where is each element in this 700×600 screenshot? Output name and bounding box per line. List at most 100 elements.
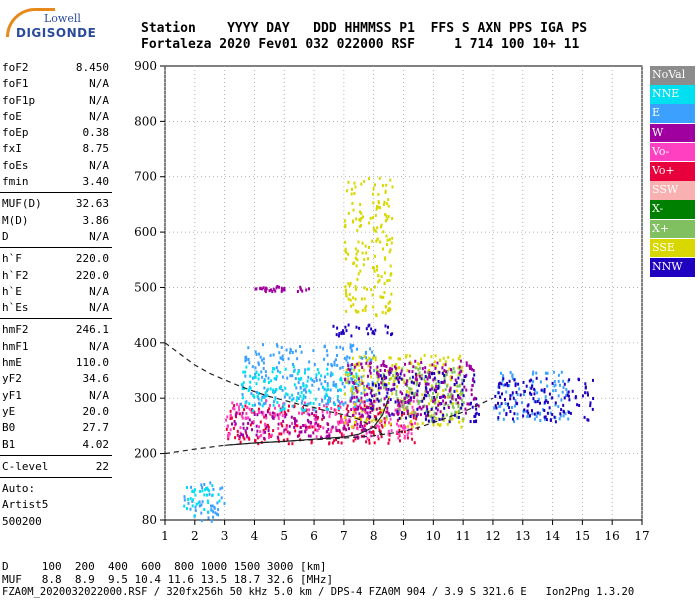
echo-point (349, 346, 352, 350)
echo-point (380, 413, 383, 417)
echo-point (231, 401, 234, 405)
param-row: hmF1 N/A (0, 339, 112, 355)
echo-point (423, 393, 426, 397)
echo-point (447, 355, 450, 359)
echo-point (262, 357, 265, 361)
echo-point (398, 404, 401, 408)
echo-point (253, 413, 256, 416)
echo-point (235, 411, 238, 415)
echo-point (431, 371, 434, 375)
echo-point (396, 374, 399, 378)
echo-point (361, 297, 363, 301)
echo-point (391, 332, 394, 336)
echo-point (264, 430, 267, 434)
echo-point (240, 383, 243, 387)
echo-point (372, 405, 374, 409)
echo-point (344, 240, 347, 244)
echo-point (371, 356, 374, 360)
echo-point (461, 388, 464, 392)
echo-point (352, 439, 355, 443)
echo-point (406, 405, 409, 409)
echo-point (361, 308, 364, 312)
echo-point (428, 410, 431, 414)
echo-point (299, 394, 302, 398)
echo-point (494, 404, 497, 408)
echo-point (283, 402, 286, 406)
echo-point (373, 332, 376, 336)
echo-point (326, 367, 329, 371)
echo-point (352, 406, 355, 410)
echo-point (269, 387, 272, 391)
echo-point (511, 406, 513, 409)
echo-point (435, 365, 437, 369)
echo-point (408, 386, 411, 390)
echo-point (409, 415, 412, 418)
echo-point (335, 426, 338, 430)
echo-point (433, 396, 436, 399)
echo-point (255, 424, 258, 428)
echo-point (340, 414, 342, 418)
echo-point (530, 392, 533, 396)
echo-point (411, 412, 414, 416)
echo-point (326, 434, 329, 438)
echo-point (356, 362, 359, 366)
echo-point (535, 371, 538, 375)
echo-point (459, 359, 462, 363)
echo-point (390, 376, 393, 380)
echo-point (415, 383, 418, 387)
echo-point (349, 371, 352, 375)
echo-point (357, 361, 360, 365)
echo-point (305, 384, 308, 388)
echo-point (402, 405, 405, 409)
echo-point (432, 423, 435, 427)
echo-point (398, 376, 401, 380)
echo-point (428, 394, 431, 398)
echo-point (398, 432, 401, 436)
echo-point (427, 382, 430, 386)
echo-point (359, 203, 362, 206)
echo-point (354, 411, 357, 415)
echo-point (443, 381, 446, 385)
echo-point (390, 429, 393, 433)
echo-point (462, 379, 465, 383)
echo-point (326, 410, 329, 414)
echo-point (331, 364, 334, 368)
echo-point (308, 413, 311, 417)
echo-point (233, 407, 236, 411)
echo-point (414, 372, 417, 376)
echo-point (345, 250, 348, 254)
param-name: M(D) (2, 213, 29, 227)
echo-point (532, 370, 535, 374)
echo-point (306, 402, 309, 406)
echo-point (325, 402, 328, 406)
echo-point (357, 363, 360, 367)
echo-point (387, 441, 390, 445)
echo-point (344, 401, 347, 405)
echo-point (434, 398, 437, 402)
echo-point (362, 374, 365, 378)
echo-point (383, 420, 386, 424)
echo-point (363, 427, 366, 431)
echo-point (374, 384, 377, 388)
y-tick-label: 80 (142, 513, 157, 527)
echo-point (414, 377, 417, 381)
echo-point (299, 425, 302, 429)
echo-point (386, 331, 389, 335)
echo-point (371, 407, 374, 411)
echo-point (453, 370, 456, 374)
echo-point (296, 290, 299, 293)
echo-point (362, 400, 365, 404)
echo-point (442, 399, 445, 403)
echo-point (361, 409, 364, 413)
echo-point (543, 415, 546, 419)
echo-point (263, 415, 266, 419)
echo-point (207, 516, 210, 520)
echo-point (423, 370, 426, 374)
echo-point (294, 422, 297, 426)
echo-point (540, 388, 543, 392)
echo-point (355, 388, 358, 392)
echo-point (329, 388, 332, 392)
echo-point (344, 373, 347, 377)
echo-point (409, 354, 411, 358)
echo-point (253, 376, 256, 379)
